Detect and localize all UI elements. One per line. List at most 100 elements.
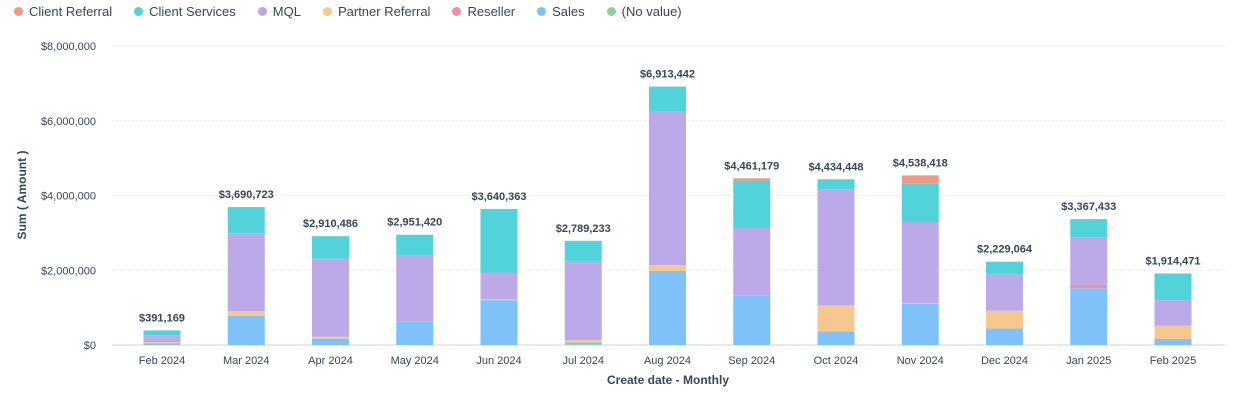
bar-total-label: $2,229,064 bbox=[977, 244, 1033, 256]
bar-segment[interactable] bbox=[733, 228, 771, 296]
bar-segment[interactable] bbox=[564, 260, 602, 341]
bar-segment[interactable] bbox=[227, 310, 265, 316]
bar-segment[interactable] bbox=[817, 331, 855, 345]
bar-segment[interactable] bbox=[227, 207, 265, 234]
bar-segment[interactable] bbox=[396, 254, 434, 322]
legend-label: MQL bbox=[272, 3, 301, 19]
bar-segment[interactable] bbox=[312, 258, 349, 337]
bar-segment[interactable] bbox=[649, 86, 686, 112]
bar-segment[interactable] bbox=[1070, 288, 1108, 345]
bar-segment[interactable] bbox=[817, 179, 855, 190]
legend-label: (No value) bbox=[621, 3, 682, 19]
x-axis-title: Create date - Monthly bbox=[607, 373, 729, 387]
x-tick-label: Feb 2024 bbox=[139, 355, 185, 367]
legend-label: Sales bbox=[552, 3, 585, 19]
bar-segment[interactable] bbox=[480, 299, 518, 301]
y-axis-ticks: $0 $2,000,000 $4,000,000 $6,000,000 $8,000,0… bbox=[41, 41, 96, 352]
bar-segment[interactable] bbox=[564, 340, 602, 343]
y-tick-label: $6,000,000 bbox=[41, 116, 96, 128]
bar-segment[interactable] bbox=[1070, 237, 1108, 285]
y-tick-label: $0 bbox=[84, 340, 96, 352]
bar-segment[interactable] bbox=[817, 189, 855, 306]
bar-segment[interactable] bbox=[143, 343, 181, 345]
bar-total-label: $3,690,723 bbox=[219, 189, 274, 201]
legend-item[interactable]: Sales bbox=[537, 4, 585, 19]
bar-segment[interactable] bbox=[143, 342, 181, 344]
bar-segment[interactable] bbox=[396, 321, 434, 345]
bar-segment[interactable] bbox=[733, 180, 771, 229]
bar-segment[interactable] bbox=[817, 305, 855, 332]
bar-segment[interactable] bbox=[143, 330, 181, 336]
chart-legend: Client Referral Client Services MQL Partner… bbox=[14, 2, 704, 20]
x-tick-label: Nov 2024 bbox=[897, 355, 944, 367]
legend-label: Reseller bbox=[467, 3, 516, 19]
bar-segment[interactable] bbox=[649, 270, 686, 345]
legend-label: Client Referral bbox=[29, 3, 113, 19]
bar-segment[interactable] bbox=[901, 222, 939, 304]
legend-item[interactable]: Client Services bbox=[134, 4, 236, 19]
bar-segment[interactable] bbox=[986, 274, 1023, 311]
bar-segment[interactable] bbox=[227, 315, 265, 345]
x-tick-label: Oct 2024 bbox=[814, 355, 859, 367]
bar-segment[interactable] bbox=[733, 295, 771, 345]
x-tick-label: May 2024 bbox=[391, 355, 439, 367]
bar-total-label: $4,434,448 bbox=[808, 161, 863, 173]
bar-segment[interactable] bbox=[480, 272, 518, 300]
bar-segment[interactable] bbox=[143, 335, 181, 343]
legend-item[interactable]: MQL bbox=[257, 3, 301, 19]
legend-item[interactable]: Client Referral bbox=[14, 4, 112, 19]
y-tick-label: $4,000,000 bbox=[41, 191, 96, 203]
legend-label: Partner Referral bbox=[337, 3, 431, 19]
bar-segment[interactable] bbox=[480, 208, 518, 273]
bar-segment[interactable] bbox=[1154, 339, 1192, 345]
bar-total-label: $391,169 bbox=[139, 312, 185, 324]
bar-segment[interactable] bbox=[901, 183, 939, 223]
bar-segment[interactable] bbox=[649, 111, 686, 266]
bar-segment[interactable] bbox=[227, 233, 265, 311]
bar-segment[interactable] bbox=[901, 175, 939, 184]
bar-segment[interactable] bbox=[733, 178, 771, 181]
bars bbox=[143, 86, 1192, 346]
bar-segment[interactable] bbox=[1070, 284, 1108, 289]
bar-segment[interactable] bbox=[986, 310, 1023, 329]
x-tick-label: Jul 2024 bbox=[562, 355, 604, 367]
bar-segment[interactable] bbox=[1154, 325, 1192, 340]
bar-total-label: $2,951,420 bbox=[387, 217, 442, 229]
legend-item[interactable]: Reseller bbox=[452, 4, 515, 19]
legend-swatch bbox=[537, 6, 547, 16]
legend-swatch bbox=[452, 6, 462, 16]
legend-swatch bbox=[257, 6, 267, 16]
bar-segment[interactable] bbox=[986, 261, 1023, 275]
x-tick-label: Jun 2024 bbox=[476, 355, 521, 367]
bar-segment[interactable] bbox=[649, 265, 686, 271]
legend-label: Client Services bbox=[149, 3, 236, 19]
bar-segment[interactable] bbox=[986, 328, 1023, 345]
x-tick-label: Jan 2025 bbox=[1066, 355, 1111, 367]
bar-total-label: $1,914,471 bbox=[1145, 255, 1200, 267]
bar-total-label: $3,367,433 bbox=[1061, 201, 1116, 213]
legend-item[interactable]: Partner Referral bbox=[322, 3, 431, 19]
x-tick-label: Mar 2024 bbox=[223, 355, 269, 367]
bar-segment[interactable] bbox=[312, 338, 349, 345]
bar-segment[interactable] bbox=[312, 336, 349, 339]
x-tick-label: Dec 2024 bbox=[981, 355, 1028, 367]
bar-segment[interactable] bbox=[480, 300, 518, 345]
bar-segment[interactable] bbox=[1070, 219, 1108, 238]
y-tick-label: $2,000,000 bbox=[41, 265, 96, 277]
y-axis-title: Sum ( Amount ) bbox=[15, 151, 29, 240]
legend-item[interactable]: (No value) bbox=[606, 3, 682, 19]
legend-swatch bbox=[322, 6, 332, 16]
bar-segment[interactable] bbox=[901, 303, 939, 304]
bar-segment[interactable] bbox=[564, 344, 602, 346]
bar-total-label: $2,910,486 bbox=[303, 218, 358, 230]
bar-segment[interactable] bbox=[901, 303, 939, 345]
bar-segment[interactable] bbox=[564, 342, 602, 345]
legend-swatch bbox=[606, 6, 616, 16]
bar-segment[interactable] bbox=[1154, 300, 1192, 326]
bar-segment[interactable] bbox=[312, 236, 349, 259]
bar-segment[interactable] bbox=[1154, 273, 1192, 301]
bar-total-label: $3,640,363 bbox=[471, 191, 526, 203]
bar-segment[interactable] bbox=[396, 234, 434, 255]
bar-segment[interactable] bbox=[564, 240, 602, 261]
